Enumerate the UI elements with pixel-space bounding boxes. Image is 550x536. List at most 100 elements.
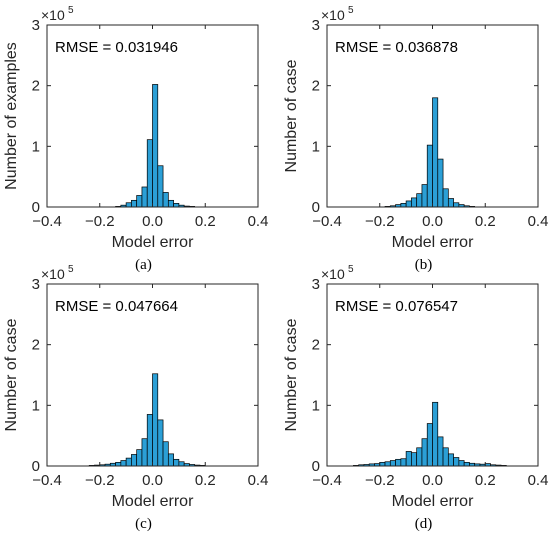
x-axis-label: Model error <box>112 493 194 510</box>
y-tick-label: 1 <box>312 397 320 414</box>
panel-caption: (d) <box>415 516 433 532</box>
panel-caption: (b) <box>415 257 433 273</box>
y-exponent-power: 5 <box>68 5 74 16</box>
y-exponent-label: ×10 <box>41 266 65 282</box>
histogram-bar <box>426 144 433 208</box>
histogram-bar <box>447 453 454 467</box>
y-axis-label: Number of case <box>283 59 300 172</box>
x-tick-label: −0.4 <box>312 213 342 230</box>
histogram-bar <box>437 436 444 467</box>
histogram-bar <box>411 197 418 208</box>
y-tick-label: 2 <box>32 78 40 95</box>
histogram-bar <box>178 461 185 467</box>
y-exponent-label: ×10 <box>41 7 65 23</box>
y-axis-label: Number of case <box>3 318 20 431</box>
histogram-bar <box>463 462 470 467</box>
histogram-bar <box>141 186 148 208</box>
histogram-bar <box>125 202 132 208</box>
histogram-bar <box>405 200 412 208</box>
x-tick-label: −0.2 <box>365 472 395 489</box>
x-axis-label: Model error <box>392 493 474 510</box>
histogram-bar <box>173 203 180 208</box>
x-tick-label: 0.4 <box>248 213 269 230</box>
x-axis-label: Model error <box>392 234 474 251</box>
histogram-bar <box>426 423 433 467</box>
histogram-bar <box>141 438 148 467</box>
histogram-bar <box>389 460 396 467</box>
histogram-bar <box>416 447 423 467</box>
y-tick-label: 1 <box>312 138 320 155</box>
y-tick-label: 3 <box>32 17 40 34</box>
x-tick-label: 0.0 <box>422 472 443 489</box>
histogram-bar <box>167 453 174 467</box>
histogram-bar <box>136 195 143 208</box>
y-tick-label: 1 <box>32 138 40 155</box>
x-tick-label: 0.2 <box>475 213 496 230</box>
x-axis-label: Model error <box>112 234 194 251</box>
histogram-bar <box>157 165 164 208</box>
histogram-bar <box>421 184 428 208</box>
x-tick-label: 0.4 <box>528 213 549 230</box>
x-tick-label: −0.2 <box>85 213 115 230</box>
histogram-bar <box>421 438 428 467</box>
histogram-bar <box>146 414 153 467</box>
x-tick-label: 0.2 <box>475 472 496 489</box>
chart-panel-3: −0.4 −0.2 0.0 0.2 0.4 0 1 2 3×10 5 RMSE = 0.047664… <box>3 264 268 532</box>
histogram-bar <box>162 441 169 467</box>
x-tick-label: −0.2 <box>85 472 115 489</box>
histogram-bar <box>411 452 418 467</box>
histogram-bar <box>146 139 153 208</box>
histogram-bar <box>157 419 164 467</box>
histogram-bar <box>447 198 454 208</box>
histogram-bar <box>458 460 465 467</box>
histogram-bar <box>173 458 180 467</box>
histogram-bar <box>442 447 449 467</box>
y-exponent-power: 5 <box>348 264 354 275</box>
y-exponent-label: ×10 <box>321 7 345 23</box>
histogram-bar <box>453 202 460 208</box>
y-tick-label: 0 <box>32 458 40 475</box>
histogram-bar <box>432 401 439 467</box>
histogram-bar <box>384 461 391 467</box>
histogram-bar <box>115 462 122 467</box>
y-exponent-label: ×10 <box>321 266 345 282</box>
rmse-annotation: RMSE = 0.036878 <box>335 39 458 56</box>
y-tick-label: 2 <box>312 337 320 354</box>
x-tick-label: 0.2 <box>195 472 216 489</box>
histogram-bar <box>400 458 407 467</box>
histogram-bar <box>131 454 138 467</box>
histogram-bar <box>395 458 402 467</box>
rmse-annotation: RMSE = 0.076547 <box>335 298 458 315</box>
histogram-bar <box>379 462 386 467</box>
y-axis-label: Number of case <box>283 318 300 431</box>
y-tick-label: 2 <box>312 78 320 95</box>
x-tick-label: 0.0 <box>142 472 163 489</box>
y-tick-label: 0 <box>32 199 40 216</box>
histogram-bar <box>405 451 412 467</box>
histogram-bar <box>432 97 439 208</box>
y-tick-label: 3 <box>312 276 320 293</box>
y-tick-label: 3 <box>312 17 320 34</box>
y-tick-label: 3 <box>32 276 40 293</box>
histogram-bar <box>136 449 143 467</box>
y-exponent-power: 5 <box>348 5 354 16</box>
x-tick-label: −0.4 <box>312 472 342 489</box>
x-tick-label: 0.4 <box>248 472 269 489</box>
y-tick-label: 2 <box>32 337 40 354</box>
rmse-annotation: RMSE = 0.047664 <box>55 298 178 315</box>
histogram-bar <box>437 158 444 208</box>
x-tick-label: 0.0 <box>422 213 443 230</box>
histogram-bar <box>125 457 132 467</box>
x-tick-label: 0.0 <box>142 213 163 230</box>
histogram-bar <box>453 457 460 467</box>
histogram-bar <box>167 199 174 208</box>
y-tick-label: 0 <box>312 458 320 475</box>
histogram-bar <box>416 193 423 208</box>
panel-caption: (a) <box>135 257 152 273</box>
histogram-bar <box>400 203 407 208</box>
panel-caption: (c) <box>135 516 152 532</box>
y-axis-label: Number of examples <box>3 42 20 190</box>
